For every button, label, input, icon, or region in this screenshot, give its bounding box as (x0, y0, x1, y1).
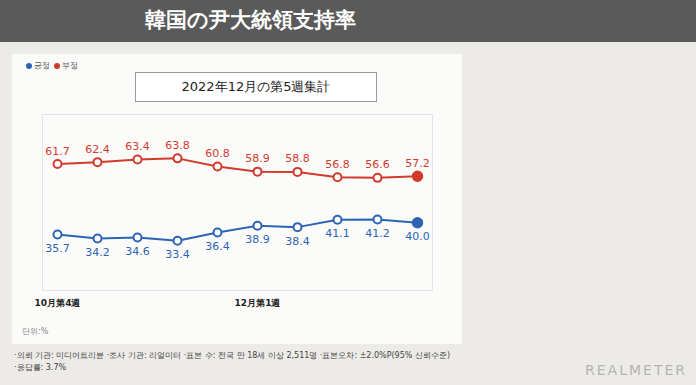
svg-text:58.9: 58.9 (245, 152, 270, 165)
svg-text:34.6: 34.6 (125, 245, 150, 258)
svg-text:34.2: 34.2 (85, 246, 110, 259)
svg-text:36.4: 36.4 (205, 240, 230, 253)
svg-text:58.8: 58.8 (285, 152, 310, 165)
svg-text:40.0: 40.0 (405, 230, 430, 243)
svg-text:63.8: 63.8 (165, 139, 190, 152)
html-text:REALMETER: REALMETER (585, 362, 687, 378)
svg-text:35.7: 35.7 (45, 242, 70, 255)
svg-text:63.4: 63.4 (125, 140, 150, 153)
svg-text:33.4: 33.4 (165, 248, 190, 261)
svg-text:60.8: 60.8 (205, 147, 230, 160)
svg-text:62.4: 62.4 (85, 143, 110, 156)
html-text:단위:%: 단위:% (22, 327, 49, 336)
html-text:2022年12月の第5週集計: 2022年12月の第5週集計 (181, 79, 331, 94)
svg-text:57.2: 57.2 (405, 157, 430, 170)
svg-text:38.4: 38.4 (285, 235, 310, 248)
svg-text:41.1: 41.1 (325, 227, 350, 240)
svg-text:56.8: 56.8 (325, 158, 350, 171)
svg-text:56.6: 56.6 (365, 158, 390, 171)
svg-text:10月第4週: 10月第4週 (35, 298, 82, 308)
html-text:긍정: 긍정 (34, 61, 50, 70)
html-text:·의뢰 기관: 미디어트리뷴 ·조사 기관: 리얼미터 ·표: ·의뢰 기관: 미디어트리뷴 ·조사 기관: 리얼미터 ·표본 수: 전국 만 … (14, 351, 451, 372)
svg-text:41.2: 41.2 (365, 227, 390, 240)
svg-text:12月第1週: 12月第1週 (235, 298, 282, 308)
svg-text:38.9: 38.9 (245, 233, 270, 246)
svg-text:61.7: 61.7 (45, 145, 70, 158)
html-text:韓国の尹大統領支持率: 韓国の尹大統領支持率 (144, 7, 356, 32)
html-text:부정: 부정 (62, 61, 78, 70)
